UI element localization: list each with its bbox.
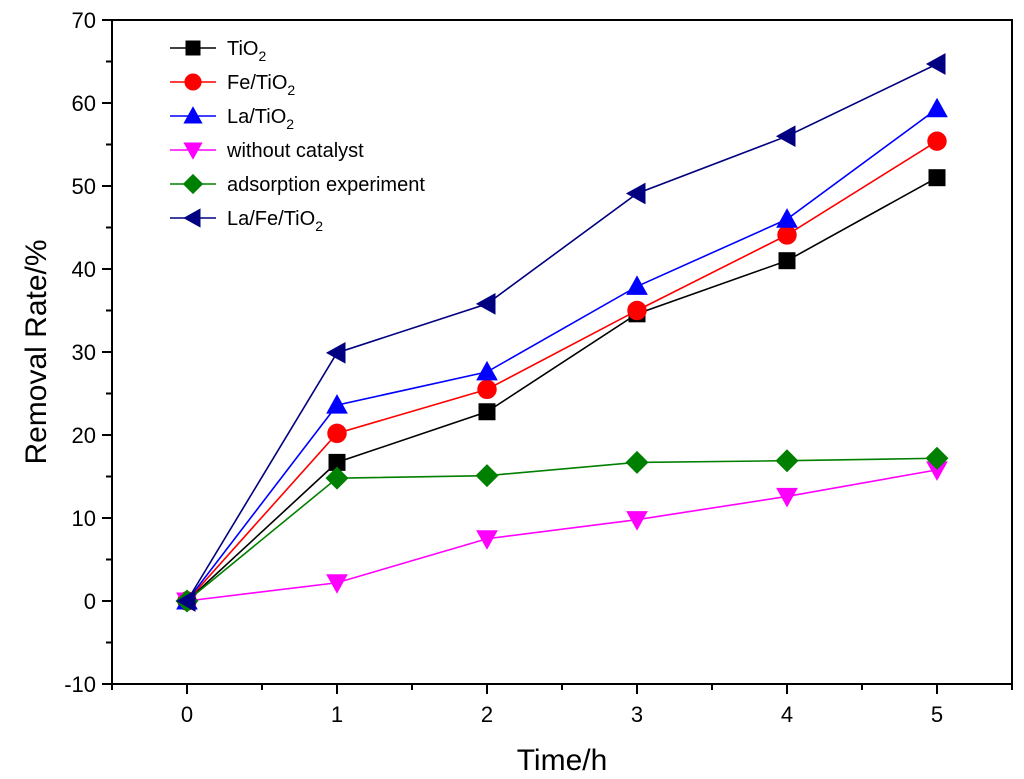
legend-entry: adsorption experiment [170,173,425,196]
legend-entry: TiO2 [170,38,266,64]
x-tick-label: 5 [931,702,943,727]
data-point [476,360,498,381]
series-tio2 [178,169,946,610]
x-tick-label: 3 [631,702,643,727]
data-point [476,530,498,550]
data-point [775,125,796,148]
y-tick-label: 0 [84,589,96,614]
data-point [327,423,347,444]
series-line [186,108,938,602]
y-tick-label: 60 [72,91,96,116]
legend-label: La/Fe/TiO2 [227,208,323,234]
legend: TiO2 Fe/TiO2 La/TiO2 without catalyst adsorp… [170,38,425,234]
data-point [626,275,648,295]
data-point [928,169,946,187]
data-point [775,449,799,473]
plot-axes: 0 1 2 3 4 5 -10 0 10 20 30 40 50 60 70 [64,8,1013,727]
data-point [777,225,797,245]
x-tick-label: 2 [481,702,493,727]
series-line [186,63,938,602]
y-tick-label: 70 [72,8,96,33]
data-point [475,293,496,315]
legend-entry: Fe/TiO2 [170,72,295,98]
series-la-fe-tio2 [175,53,946,612]
series-line [186,140,938,602]
series-fe-tio2 [177,131,947,611]
data-point [776,208,798,228]
data-point [478,403,496,421]
data-point [927,131,947,151]
legend-label: without catalyst [226,140,364,162]
data-point [326,394,348,414]
y-axis-title: Removal Rate/% [20,239,53,464]
x-tick-label: 1 [331,702,343,727]
data-point [325,466,349,490]
y-tick-label: 40 [72,257,96,282]
data-point [627,300,647,321]
series-line [186,457,938,602]
series-adsorption-experiment [175,446,949,613]
legend-marker [182,173,204,195]
data-point [625,450,649,474]
data-point [475,464,499,488]
y-tick-label: 10 [72,506,96,531]
legend-marker [183,106,203,124]
legend-marker [183,142,203,160]
legend-label: Fe/TiO2 [227,72,295,98]
data-point [625,182,646,205]
data-point [326,574,348,594]
y-tick-label: 20 [72,423,96,448]
legend-entry: without catalyst [170,140,364,162]
series-line [186,177,938,602]
legend-label: adsorption experiment [227,174,425,196]
legend-label: La/TiO2 [227,106,294,132]
legend-marker [185,40,201,56]
data-point [626,511,648,531]
legend-entry: La/Fe/TiO2 [170,208,323,234]
y-tick-label: 30 [72,340,96,365]
y-tick-label: -10 [64,672,96,697]
legend-label: TiO2 [227,38,266,64]
data-point [325,341,346,364]
series-la-tio2 [176,97,948,610]
data-point [925,446,949,470]
legend-entry: La/TiO2 [170,106,294,132]
data-point [778,252,796,270]
x-tick-label: 0 [181,702,193,727]
y-tick-label: 50 [72,174,96,199]
data-point [477,379,497,400]
series-line [186,469,938,602]
data-point [925,53,946,75]
x-axis-title: Time/h [517,744,608,777]
data-point [776,487,798,508]
legend-marker [184,73,202,91]
x-tick-label: 4 [781,702,793,727]
data-point [926,97,948,118]
series-layer [175,53,949,613]
legend-marker [183,208,201,228]
data-point [175,590,196,612]
